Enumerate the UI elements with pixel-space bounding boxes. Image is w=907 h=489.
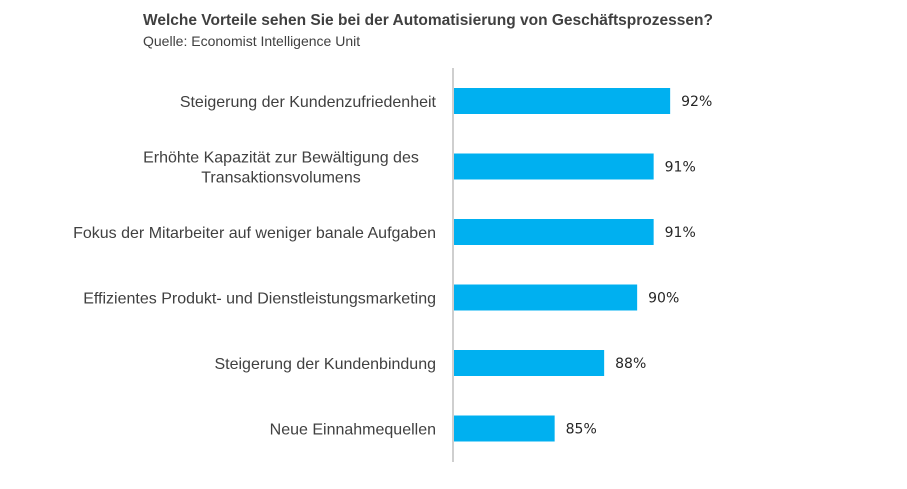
category-label: Neue Einnahmequellen <box>270 422 436 439</box>
bar <box>454 415 555 442</box>
data-label: 85% <box>566 422 597 438</box>
data-label: 88% <box>615 356 646 372</box>
category-label: Steigerung der Kundenzufriedenheit <box>180 94 437 111</box>
bar <box>454 153 654 180</box>
chart-subtitle: Quelle: Economist Intelligence Unit <box>143 33 361 49</box>
chart-title: Welche Vorteile sehen Sie bei der Automa… <box>143 12 713 29</box>
category-label: Fokus der Mitarbeiter auf weniger banale… <box>73 225 436 242</box>
bar <box>454 88 671 114</box>
category-label: Effizientes Produkt- und Dienstleistungs… <box>83 291 436 308</box>
data-label: 92% <box>681 94 712 110</box>
bar <box>454 284 638 311</box>
category-label: Transaktionsvolumens <box>201 170 360 187</box>
category-label: Erhöhte Kapazität zur Bewältigung des <box>143 150 419 167</box>
bar <box>454 350 605 376</box>
data-label: 91% <box>665 225 696 241</box>
category-label: Steigerung der Kundenbindung <box>214 356 436 373</box>
data-label: 90% <box>648 291 679 307</box>
bar <box>454 219 654 245</box>
data-label: 91% <box>665 160 696 176</box>
